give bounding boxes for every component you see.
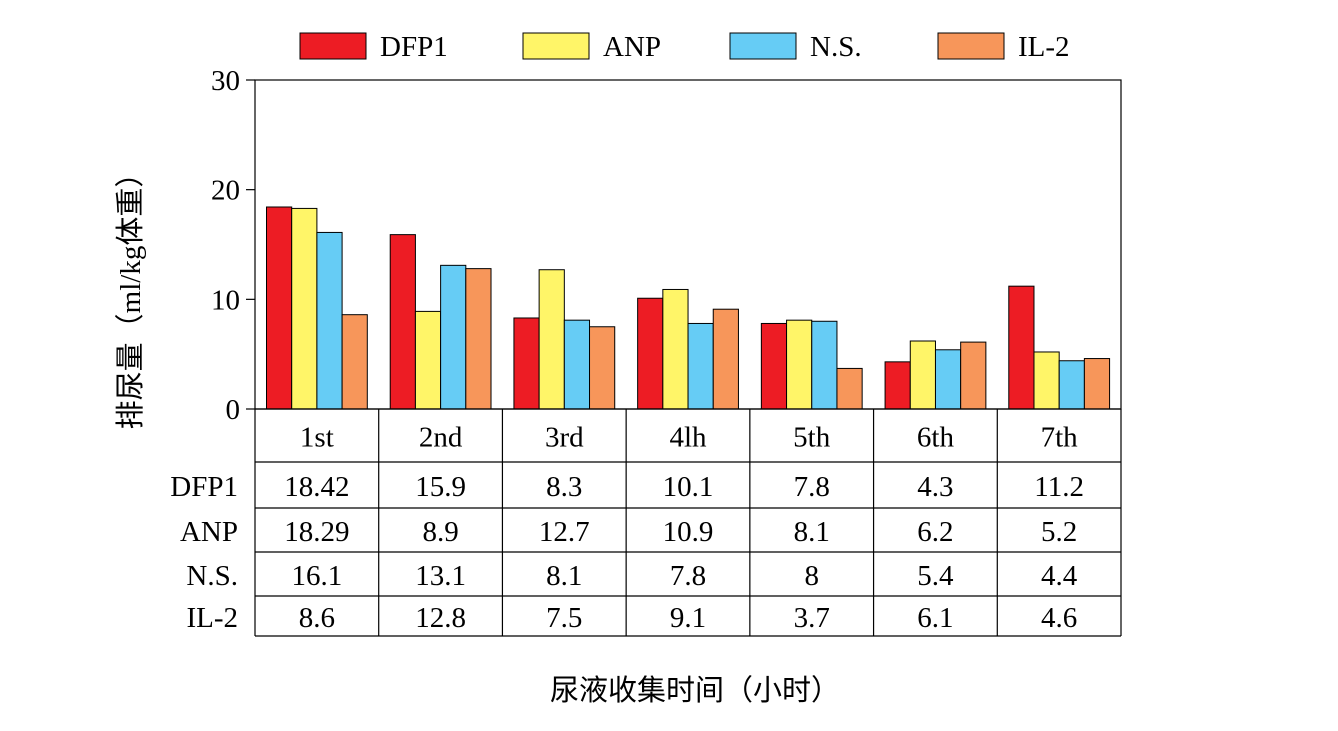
- bar-anp-2nd: [414, 310, 442, 410]
- bar-ns-2nd: [440, 264, 467, 410]
- data-label-anp-4lh: 10.9: [663, 516, 714, 548]
- y-tick-label-10: 10: [211, 284, 240, 316]
- legend: DFP1 ANP N.S. IL-2: [299, 31, 1070, 63]
- data-label-dfp1-4lh: 10.1: [663, 471, 714, 503]
- bar-il2-1st: [341, 314, 368, 410]
- x-tick-label-1st: 1st: [300, 422, 334, 454]
- bar-anp-1st: [291, 207, 318, 410]
- bar-anp-5th: [786, 319, 813, 410]
- data-label-anp-1st: 18.29: [284, 516, 349, 548]
- data-label-ns-3rd: 8.1: [546, 560, 582, 592]
- bar-dfp1-4lh: [637, 297, 664, 410]
- legend-swatch-anp: [522, 32, 590, 60]
- data-label-il2-5th: 3.7: [794, 602, 830, 634]
- plot-area: 0 10 20 30: [211, 65, 1122, 426]
- bar-dfp1-6th: [884, 361, 911, 410]
- data-label-dfp1-5th: 7.8: [794, 471, 830, 503]
- legend-label-ns: N.S.: [810, 31, 862, 63]
- bar-dfp1-7th: [1008, 285, 1035, 410]
- bar-anp-3rd: [538, 269, 565, 410]
- x-tick-label-4lh: 4lh: [669, 422, 707, 454]
- bar-il2-7th: [1083, 358, 1111, 410]
- bar-ns-6th: [934, 349, 962, 410]
- data-label-anp-7th: 5.2: [1041, 516, 1077, 548]
- data-label-dfp1-6th: 4.3: [917, 471, 953, 503]
- data-label-dfp1-2nd: 15.9: [415, 471, 466, 503]
- bar-dfp1-3rd: [513, 317, 540, 410]
- y-tick-label-0: 0: [226, 394, 241, 426]
- bar-anp-6th: [909, 340, 936, 410]
- bar-il2-2nd: [465, 268, 492, 410]
- bar-dfp1-2nd: [389, 234, 416, 410]
- data-label-anp-2nd: 8.9: [422, 516, 458, 548]
- bar-dfp1-1st: [266, 206, 293, 410]
- data-label-anp-5th: 8.1: [794, 516, 830, 548]
- bar-il2-5th: [836, 367, 863, 410]
- x-axis-title: 尿液收集时间（小时）: [550, 674, 840, 707]
- data-label-ns-1st: 16.1: [291, 560, 342, 592]
- data-label-il2-6th: 6.1: [917, 602, 953, 634]
- legend-swatch-dfp1: [299, 32, 367, 60]
- data-label-ns-2nd: 13.1: [415, 560, 466, 592]
- bar-il2-3rd: [589, 326, 616, 410]
- data-label-il2-7th: 4.6: [1041, 602, 1077, 634]
- bar-ns-7th: [1058, 360, 1085, 410]
- table-row-label-il2: IL-2: [186, 602, 238, 634]
- bar-ns-1st: [316, 231, 343, 410]
- bar-dfp1-5th: [760, 322, 788, 410]
- x-tick-label-5th: 5th: [793, 422, 831, 454]
- y-tick-label-20: 20: [211, 175, 240, 207]
- legend-label-dfp1: DFP1: [380, 31, 448, 63]
- data-label-ns-4lh: 7.8: [670, 560, 706, 592]
- data-label-dfp1-3rd: 8.3: [546, 471, 582, 503]
- data-label-anp-6th: 6.2: [917, 516, 953, 548]
- table-row-label-anp: ANP: [180, 516, 238, 548]
- data-label-il2-2nd: 12.8: [415, 602, 466, 634]
- y-axis-title: 排尿量（ml/kg体重）: [114, 159, 147, 430]
- data-label-dfp1-1st: 18.42: [284, 471, 349, 503]
- bar-ns-5th: [811, 320, 838, 410]
- bar-il2-4lh: [712, 308, 739, 410]
- data-label-ns-7th: 4.4: [1041, 560, 1078, 592]
- legend-swatch-il2: [937, 32, 1005, 60]
- data-label-il2-3rd: 7.5: [546, 602, 582, 634]
- bar-ns-3rd: [563, 319, 591, 410]
- data-label-il2-1st: 8.6: [299, 602, 335, 634]
- data-label-il2-4lh: 9.1: [670, 602, 706, 634]
- bar-il2-6th: [960, 341, 987, 410]
- data-label-dfp1-7th: 11.2: [1034, 471, 1084, 503]
- legend-label-anp: ANP: [603, 31, 661, 63]
- table-row-label-dfp1: DFP1: [170, 471, 238, 503]
- bar-ns-4lh: [687, 322, 714, 410]
- bar-anp-4lh: [662, 288, 689, 410]
- bar-anp-7th: [1033, 351, 1060, 410]
- data-table: 1st 2nd 3rd 4lh 5th 6th 7th DFP1 18.42 15.9 8.3 10.…: [170, 408, 1122, 637]
- data-label-anp-3rd: 12.7: [539, 516, 590, 548]
- x-tick-label-2nd: 2nd: [419, 422, 463, 454]
- legend-label-il2: IL-2: [1018, 31, 1070, 63]
- table-row-label-ns: N.S.: [186, 560, 238, 592]
- data-label-ns-5th: 8: [804, 560, 819, 592]
- x-tick-label-6th: 6th: [917, 422, 955, 454]
- legend-swatch-ns: [729, 32, 797, 60]
- data-label-ns-6th: 5.4: [917, 560, 954, 592]
- x-tick-label-3rd: 3rd: [545, 422, 584, 454]
- x-tick-label-7th: 7th: [1041, 422, 1079, 454]
- y-tick-label-30: 30: [211, 65, 240, 97]
